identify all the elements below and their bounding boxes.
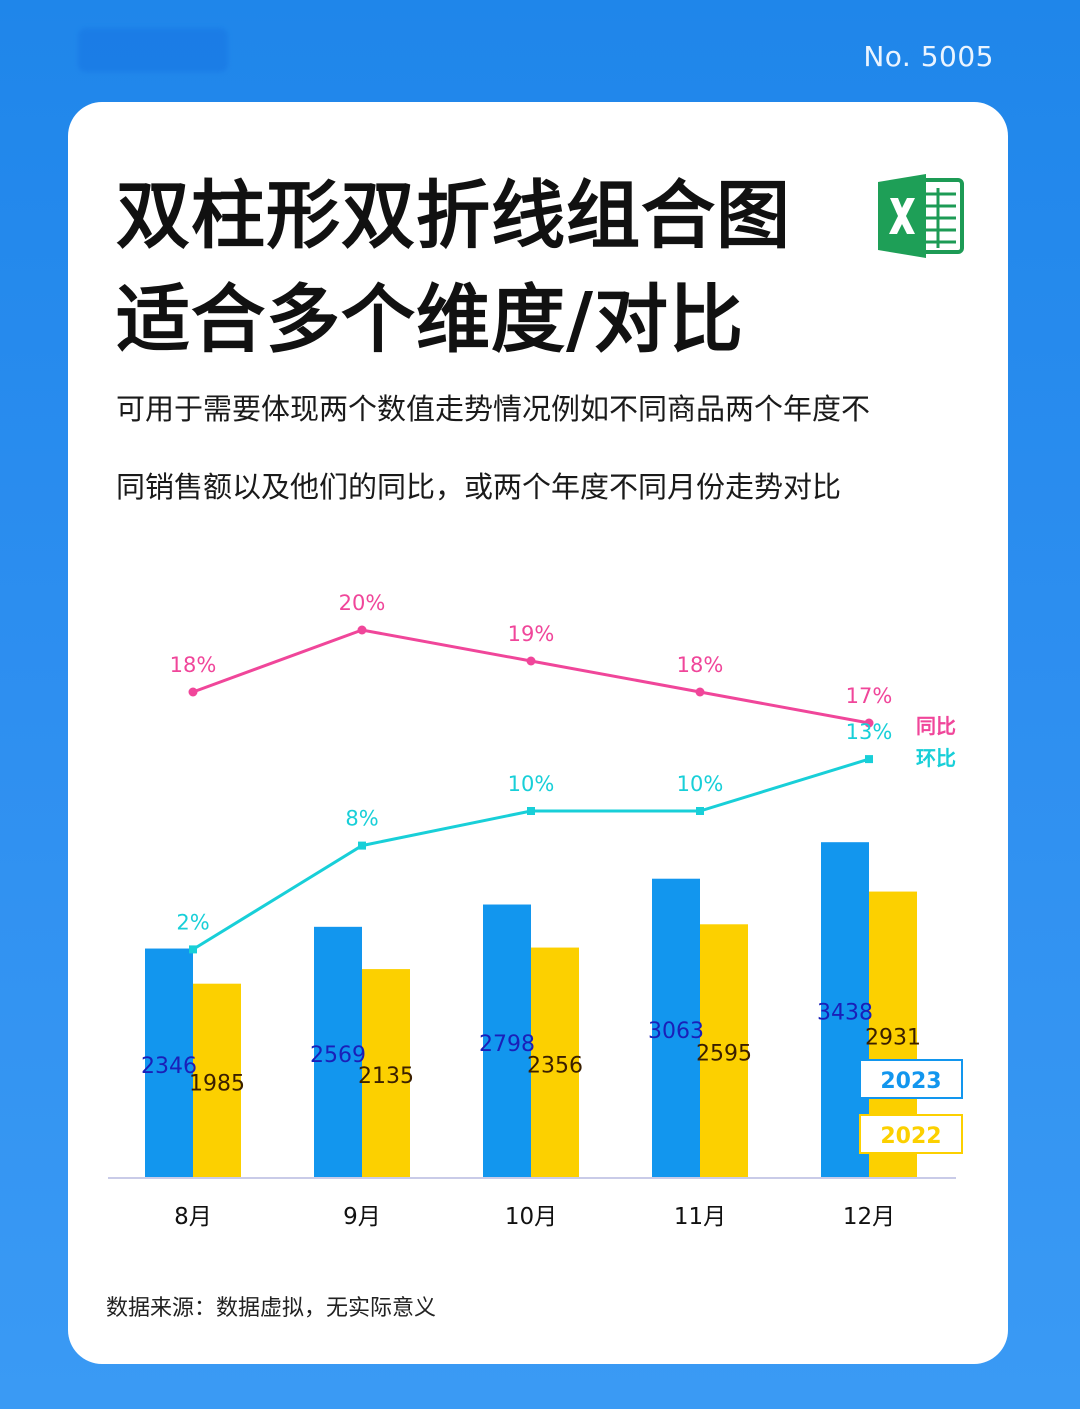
excel-icon [878, 174, 964, 258]
data-source: 数据来源：数据虚拟，无实际意义 [106, 1296, 437, 1321]
legend-box-2023 [859, 1059, 963, 1099]
bar-2022-2 [362, 969, 410, 1177]
mom-label-4: 10% [677, 772, 724, 796]
mom-point-4 [696, 807, 704, 815]
mom-label-1: 2% [176, 910, 209, 934]
bar-2023-value-4: 3063 [648, 1019, 704, 1044]
x-tick-label-5: 12月 [843, 1204, 895, 1230]
x-tick-label-1: 8月 [174, 1204, 212, 1230]
description-line-2: 同销售额以及他们的同比，或两个年度不同月份走势对比 [116, 470, 842, 504]
bar-2023-value-2: 2569 [310, 1043, 366, 1068]
yoy-label-4: 18% [677, 653, 724, 677]
bar-2023-value-3: 2798 [479, 1032, 535, 1057]
yoy-label-2: 20% [339, 591, 386, 615]
title-line-2: 适合多个维度/对比 [116, 277, 745, 363]
yoy-point-4 [695, 687, 705, 697]
mom-point-5 [865, 755, 873, 764]
bar-2022-value-1: 1985 [189, 1071, 245, 1096]
yoy-point-2 [357, 625, 367, 635]
yoy-point-5 [864, 718, 874, 728]
bar-2022-value-3: 2356 [527, 1053, 583, 1078]
content-card: 双柱形双折线组合图 适合多个维度/对比 可用于需要体现两个数值走势情况例如不同商… [68, 102, 1008, 1364]
yoy-point-1 [188, 687, 198, 697]
mom-label-3: 10% [508, 772, 555, 796]
bar-2022-3 [531, 947, 579, 1177]
bar-2022-1 [193, 983, 241, 1177]
legend-yoy: 同比 [916, 714, 956, 738]
description-line-1: 可用于需要体现两个数值走势情况例如不同商品两个年度不 [116, 392, 871, 426]
page-title: 双柱形双折线组合图 适合多个维度/对比 [116, 164, 791, 372]
title-line-1: 双柱形双折线组合图 [116, 173, 791, 259]
x-tick-label-2: 9月 [343, 1204, 381, 1230]
bar-2023-4 [652, 878, 700, 1177]
legend-box-2022 [859, 1114, 963, 1154]
bar-2023-2 [314, 926, 362, 1177]
bar-2022-value-2: 2135 [358, 1064, 414, 1089]
yoy-label-3: 19% [508, 622, 555, 646]
bar-2023-value-5: 3438 [817, 1001, 873, 1026]
blurred-logo [78, 28, 228, 72]
bar-2023-3 [483, 904, 531, 1177]
post-number: No. 5005 [863, 40, 994, 73]
mom-point-1 [189, 945, 197, 954]
legend-2023: 2023 [880, 1069, 941, 1094]
mom-label-5: 13% [846, 720, 893, 744]
yoy-label-1: 18% [170, 653, 217, 677]
yoy-point-3 [526, 656, 536, 666]
mom-point-2 [358, 841, 366, 850]
legend-mom: 环比 [916, 746, 956, 770]
bar-2022-4 [700, 924, 748, 1177]
description: 可用于需要体现两个数值走势情况例如不同商品两个年度不 同销售额以及他们的同比，或… [116, 370, 966, 526]
bar-2022-value-5: 2931 [865, 1025, 921, 1050]
bar-2023-1 [145, 948, 193, 1177]
x-tick-label-4: 11月 [674, 1204, 726, 1230]
mom-point-3 [527, 807, 535, 815]
bar-2023-value-1: 2346 [141, 1054, 197, 1079]
legend-2022: 2022 [880, 1124, 941, 1149]
yoy-label-5: 17% [846, 684, 893, 708]
x-tick-label-3: 10月 [505, 1204, 557, 1230]
mom-label-2: 8% [345, 807, 378, 831]
bar-2022-value-4: 2595 [696, 1042, 752, 1067]
